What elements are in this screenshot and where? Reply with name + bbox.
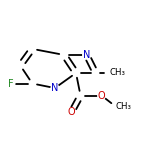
Circle shape (98, 92, 105, 99)
Circle shape (68, 108, 75, 116)
Text: N: N (51, 83, 59, 93)
Text: CH₃: CH₃ (109, 69, 125, 78)
Circle shape (83, 51, 90, 59)
Text: F: F (8, 79, 14, 88)
Text: CH₃: CH₃ (115, 102, 131, 111)
Text: N: N (83, 50, 90, 60)
Text: O: O (68, 107, 75, 117)
Circle shape (8, 80, 15, 87)
Circle shape (51, 84, 59, 92)
Text: O: O (98, 91, 105, 101)
